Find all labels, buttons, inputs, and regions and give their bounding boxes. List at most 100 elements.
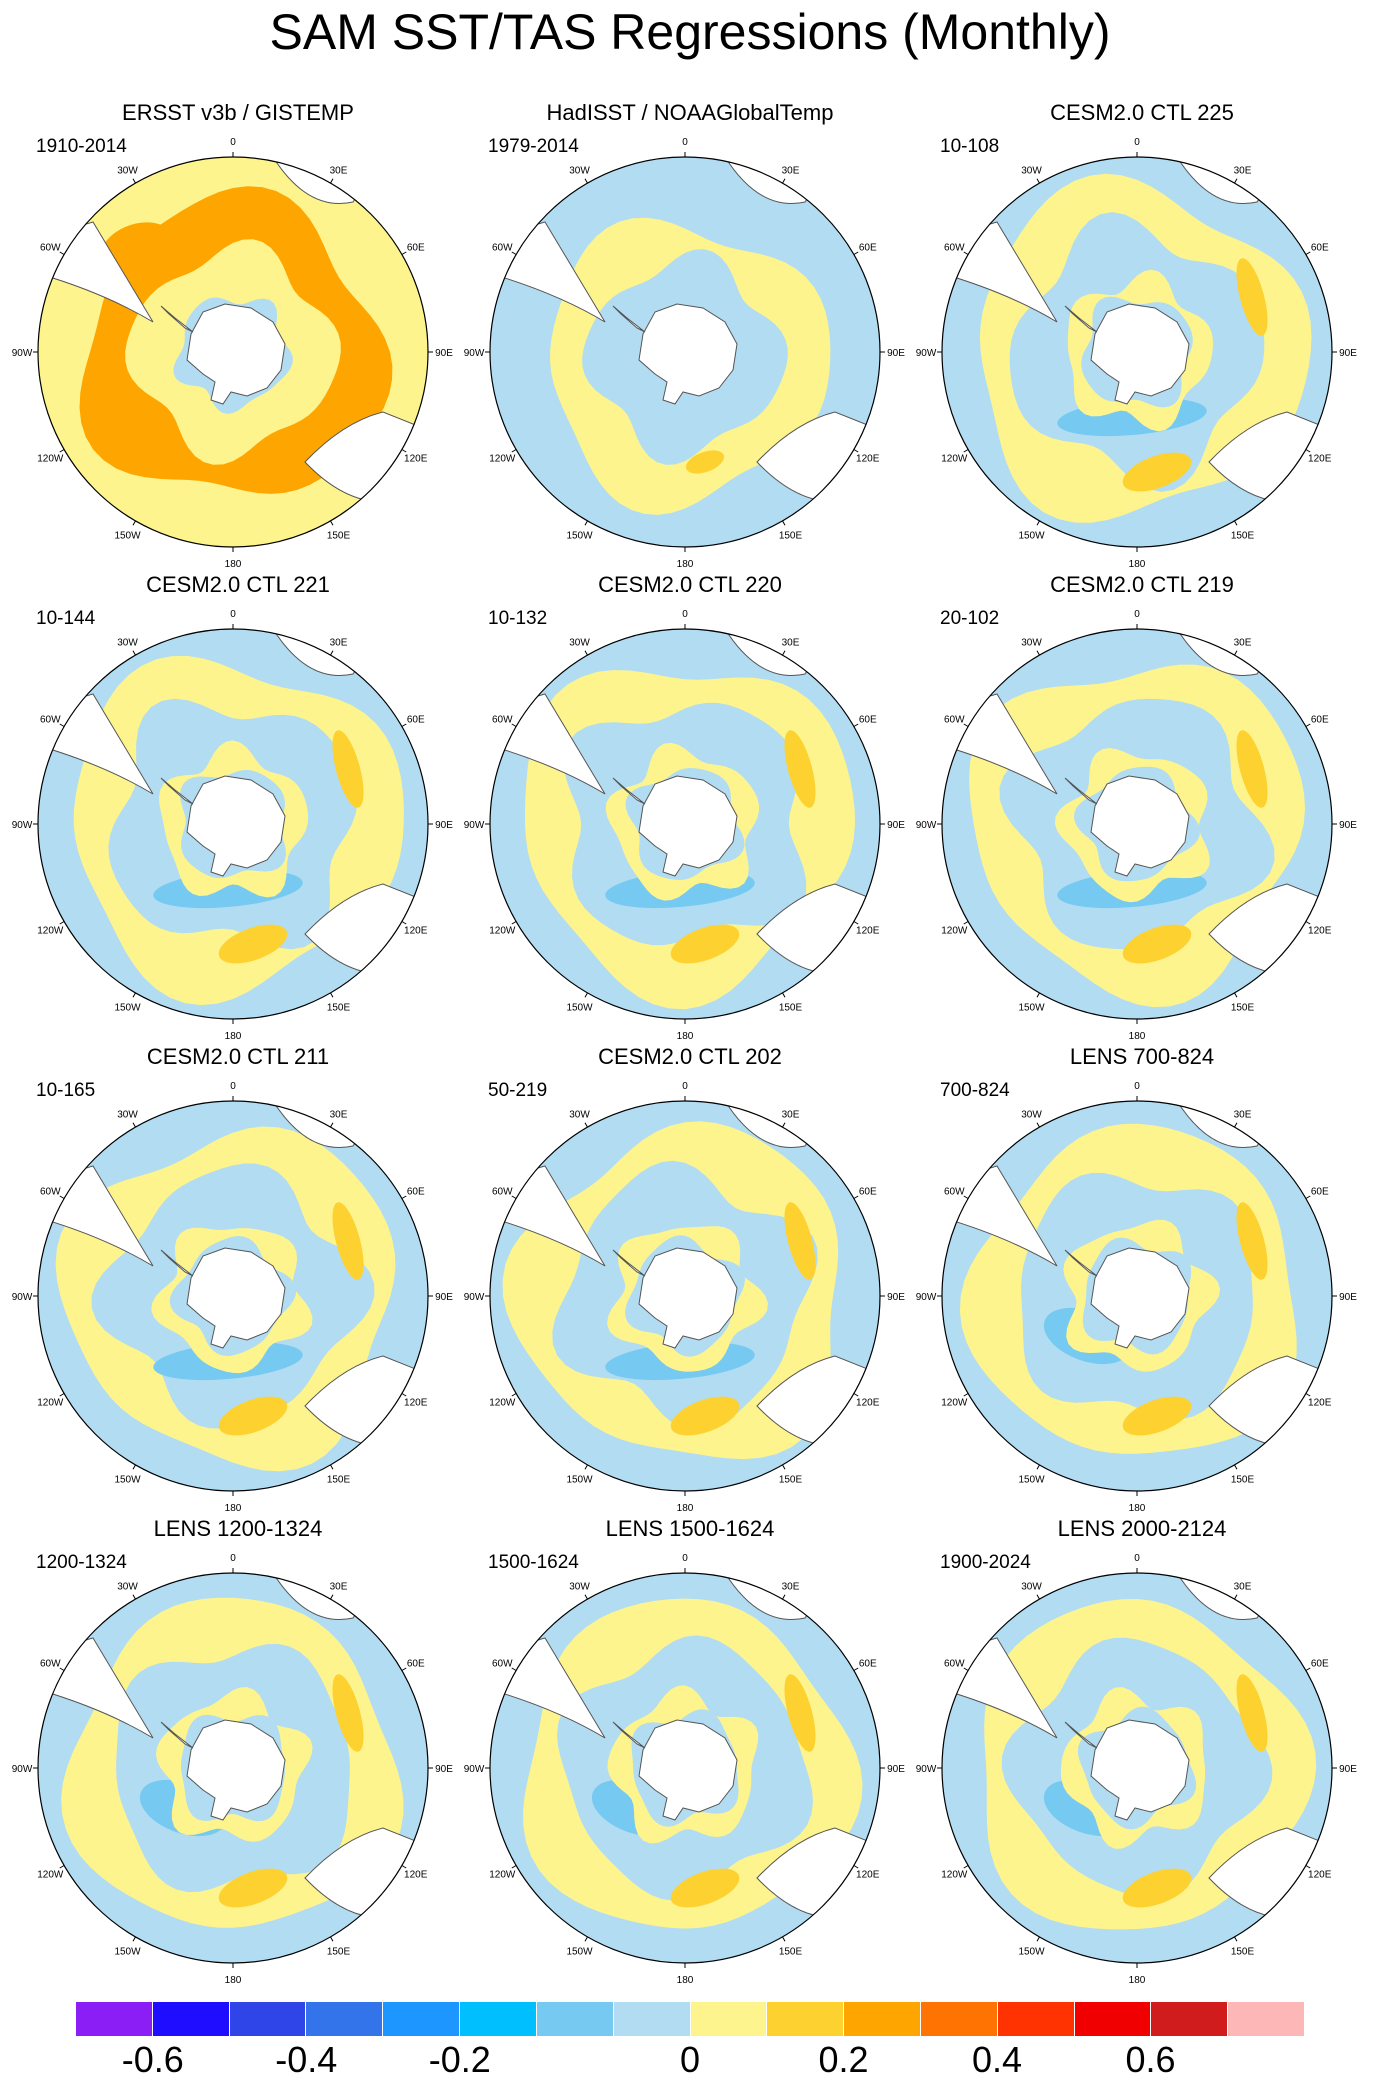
map-panel: LENS 1200-1324 1200-1324 0 30E 60E 90E 120E 150… [12,1516,458,1986]
lon-label: 0 [682,1553,688,1564]
lon-label: 30W [117,1581,138,1592]
anomaly-field [942,157,1332,547]
figure-title: SAM SST/TAS Regressions (Monthly) [269,4,1111,60]
map-panel: LENS 1500-1624 1500-1624 0 30E 60E 90E 120E 150… [464,1516,910,1986]
lon-tick [59,449,65,453]
colorbar-swatch [1228,2002,1304,2036]
panel-period: 700-824 [940,1080,1010,1101]
lon-tick [1234,520,1238,526]
lon-label: 120E [1308,1870,1332,1881]
lon-label: 30W [569,1109,590,1120]
lon-label: 30E [1234,1581,1252,1592]
lon-label: 120W [37,1398,64,1409]
lon-label: 150E [779,1947,803,1958]
map-panel: LENS 700-824 700-824 0 30E 60E 90E 120E 150E 180… [916,1044,1362,1514]
lon-label: 0 [682,137,688,148]
lon-label: 0 [1134,137,1140,148]
lon-label: 30W [1021,165,1042,176]
lon-label: 150E [1231,1003,1255,1014]
polar-map: 0 30E 60E 90E 120E 150E 180 150W 120W 90W 60W 30W [12,137,454,570]
lon-label: 120E [856,1870,880,1881]
lon-label: 30E [1234,1109,1252,1120]
lon-label: 30E [1234,165,1252,176]
polar-map: 0 30E 60E 90E 120E 150E 180 150W 120W 90W 60W 30W [12,1553,454,1986]
lon-label: 90E [1339,1292,1357,1303]
colorbar-tick-label: -0.6 [121,2039,184,2080]
lon-tick [584,520,588,526]
lon-tick [511,251,517,255]
lon-label: 60E [407,1659,425,1670]
lon-label: 30E [330,1581,348,1592]
map-panel: CESM2.0 CTL 202 50-219 0 30E 60E 90E 120E 150E 1… [464,1044,910,1514]
lon-tick [330,1122,334,1128]
lon-label: 180 [1129,559,1146,570]
lon-tick [1036,520,1040,526]
lon-label: 150E [1231,1947,1255,1958]
colorbar-tick-label: 0.4 [971,2039,1023,2080]
lon-label: 90E [435,820,453,831]
lon-tick [59,251,65,255]
lon-label: 30E [330,165,348,176]
lon-tick [1234,178,1238,184]
lon-tick [511,1195,517,1199]
lon-label: 60W [944,1659,965,1670]
lon-label: 150E [779,1003,803,1014]
lon-tick [782,520,786,526]
lon-tick [853,921,859,925]
lon-tick [963,449,969,453]
colorbar-swatch [460,2002,537,2036]
lon-tick [963,1667,969,1671]
map-panel: ERSST v3b / GISTEMP 1910-2014 0 30E 60E 90E 12… [12,100,458,570]
map-panel: CESM2.0 CTL 211 10-165 0 30E 60E 90E 120E 150E 1… [12,1044,458,1514]
lon-tick [132,650,136,656]
lon-label: 30W [1021,1581,1042,1592]
lon-tick [59,1667,65,1671]
lon-label: 120W [489,454,516,465]
lon-tick [853,449,859,453]
lon-tick [132,178,136,184]
map-panel: CESM2.0 CTL 219 20-102 0 30E 60E 90E 120E 150E 1… [916,572,1362,1042]
lon-tick [853,723,859,727]
lon-label: 120W [37,1870,64,1881]
lon-tick [782,1594,786,1600]
lon-tick [59,1195,65,1199]
lon-tick [132,1594,136,1600]
lon-tick [330,650,334,656]
lon-label: 150E [1231,1475,1255,1486]
panel-title: LENS 1200-1324 [153,1516,323,1541]
lon-label: 0 [1134,609,1140,620]
lon-tick [401,251,407,255]
lon-tick [1036,1594,1040,1600]
polar-map: 0 30E 60E 90E 120E 150E 180 150W 120W 90W 60W 30W [916,137,1358,570]
lon-label: 90W [464,348,485,359]
lon-tick [1305,251,1311,255]
lon-tick [1305,1195,1311,1199]
lon-tick [584,1594,588,1600]
lon-label: 150W [566,1475,593,1486]
colorbar-swatch [383,2002,461,2036]
lon-tick [1036,1464,1040,1470]
lon-label: 30W [569,165,590,176]
lon-tick [1305,723,1311,727]
panel-title: CESM2.0 CTL 211 [146,1044,330,1069]
polar-map: 0 30E 60E 90E 120E 150E 180 150W 120W 90W 60W 30W [12,1081,454,1514]
lon-label: 120W [37,926,64,937]
lon-label: 60E [407,715,425,726]
lon-tick [584,1464,588,1470]
lon-tick [401,1393,407,1397]
lon-label: 150E [327,531,351,542]
panel-period: 1979-2014 [488,136,579,157]
lon-label: 120E [404,1870,428,1881]
lon-label: 150E [1231,531,1255,542]
lon-tick [584,650,588,656]
lon-label: 60E [859,1659,877,1670]
lon-label: 60E [407,243,425,254]
lon-tick [511,449,517,453]
lon-label: 150W [1018,1003,1045,1014]
lon-label: 60E [1311,1659,1329,1670]
map-panel: CESM2.0 CTL 221 10-144 0 30E 60E 90E 120E 150E 1… [12,572,458,1042]
lon-label: 60W [40,1187,61,1198]
lon-label: 180 [225,1503,242,1514]
lon-label: 30W [1021,637,1042,648]
lon-label: 90W [464,1292,485,1303]
